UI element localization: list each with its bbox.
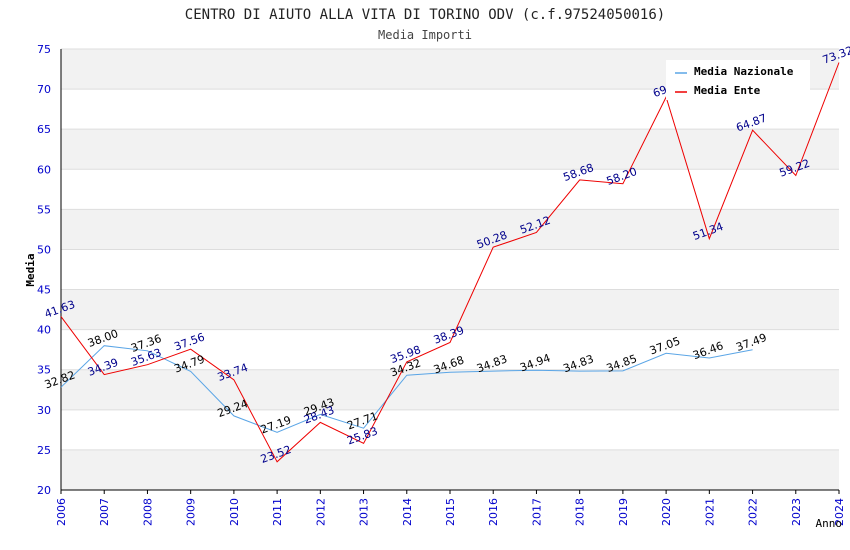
y-tick-label: 75 <box>37 43 51 56</box>
x-tick-label: 2011 <box>271 498 284 526</box>
y-axis-label: Media <box>24 253 37 286</box>
grid-band <box>61 289 839 330</box>
x-tick-label: 2006 <box>55 498 68 526</box>
series-lines <box>60 62 840 463</box>
x-tick-label: 2017 <box>530 498 543 526</box>
y-tick-label: 30 <box>37 404 51 417</box>
y-tick-label: 60 <box>37 163 51 176</box>
x-tick-label: 2009 <box>185 498 198 526</box>
axes <box>60 49 840 494</box>
grid-band <box>61 209 839 250</box>
legend-box <box>666 60 810 100</box>
chart-subtitle: Media Importi <box>378 28 472 42</box>
legend: Media Nazionale Media Ente <box>666 60 810 100</box>
x-tick-labels: 2006 2007 2008 2009 2010 2011 2012 2013 2014 2015… <box>55 498 846 526</box>
x-tick-label: 2013 <box>358 498 371 526</box>
grid-band <box>61 369 839 410</box>
x-tick-label: 2014 <box>401 498 414 526</box>
x-tick-label: 2015 <box>444 498 457 526</box>
y-tick-label: 40 <box>37 324 51 337</box>
grid-band <box>61 129 839 170</box>
y-tick-label: 20 <box>37 484 51 497</box>
y-tick-label: 55 <box>37 203 51 216</box>
data-label: 37.49 <box>734 331 768 354</box>
y-tick-label: 65 <box>37 123 51 136</box>
grid-bands <box>61 49 839 490</box>
data-label: 27.19 <box>259 414 293 437</box>
y-tick-label: 35 <box>37 364 51 377</box>
chart-title: CENTRO DI AIUTO ALLA VITA DI TORINO ODV … <box>185 7 665 23</box>
y-tick-label: 50 <box>37 243 51 256</box>
x-tick-label: 2016 <box>487 498 500 526</box>
legend-label-media-nazionale: Media Nazionale <box>694 65 794 78</box>
y-tick-label: 25 <box>37 444 51 457</box>
y-tick-label: 45 <box>37 284 51 297</box>
series-line-media-nazionale <box>60 345 753 433</box>
x-tick-label: 2023 <box>790 498 803 526</box>
x-tick-label: 2024 <box>833 498 846 526</box>
x-tick-label: 2022 <box>747 498 760 526</box>
x-tick-label: 2008 <box>141 498 154 526</box>
legend-label-media-ente: Media Ente <box>694 84 761 97</box>
y-tick-label: 70 <box>37 83 51 96</box>
x-axis-label: Anno <box>816 517 843 530</box>
x-tick-label: 2020 <box>660 498 673 526</box>
x-tick-label: 2018 <box>574 498 587 526</box>
x-tick-label: 2019 <box>617 498 630 526</box>
series-line-media-ente <box>60 62 840 463</box>
grid-band <box>61 449 839 490</box>
x-tick-label: 2021 <box>703 498 716 526</box>
x-tick-label: 2012 <box>314 498 327 526</box>
x-tick-label: 2007 <box>98 498 111 526</box>
y-tick-labels: 20 25 30 35 40 45 50 55 60 65 70 75 <box>37 43 51 497</box>
x-tick-label: 2010 <box>228 498 241 526</box>
data-label: 36.46 <box>691 339 725 362</box>
grid-lines <box>61 48 839 491</box>
